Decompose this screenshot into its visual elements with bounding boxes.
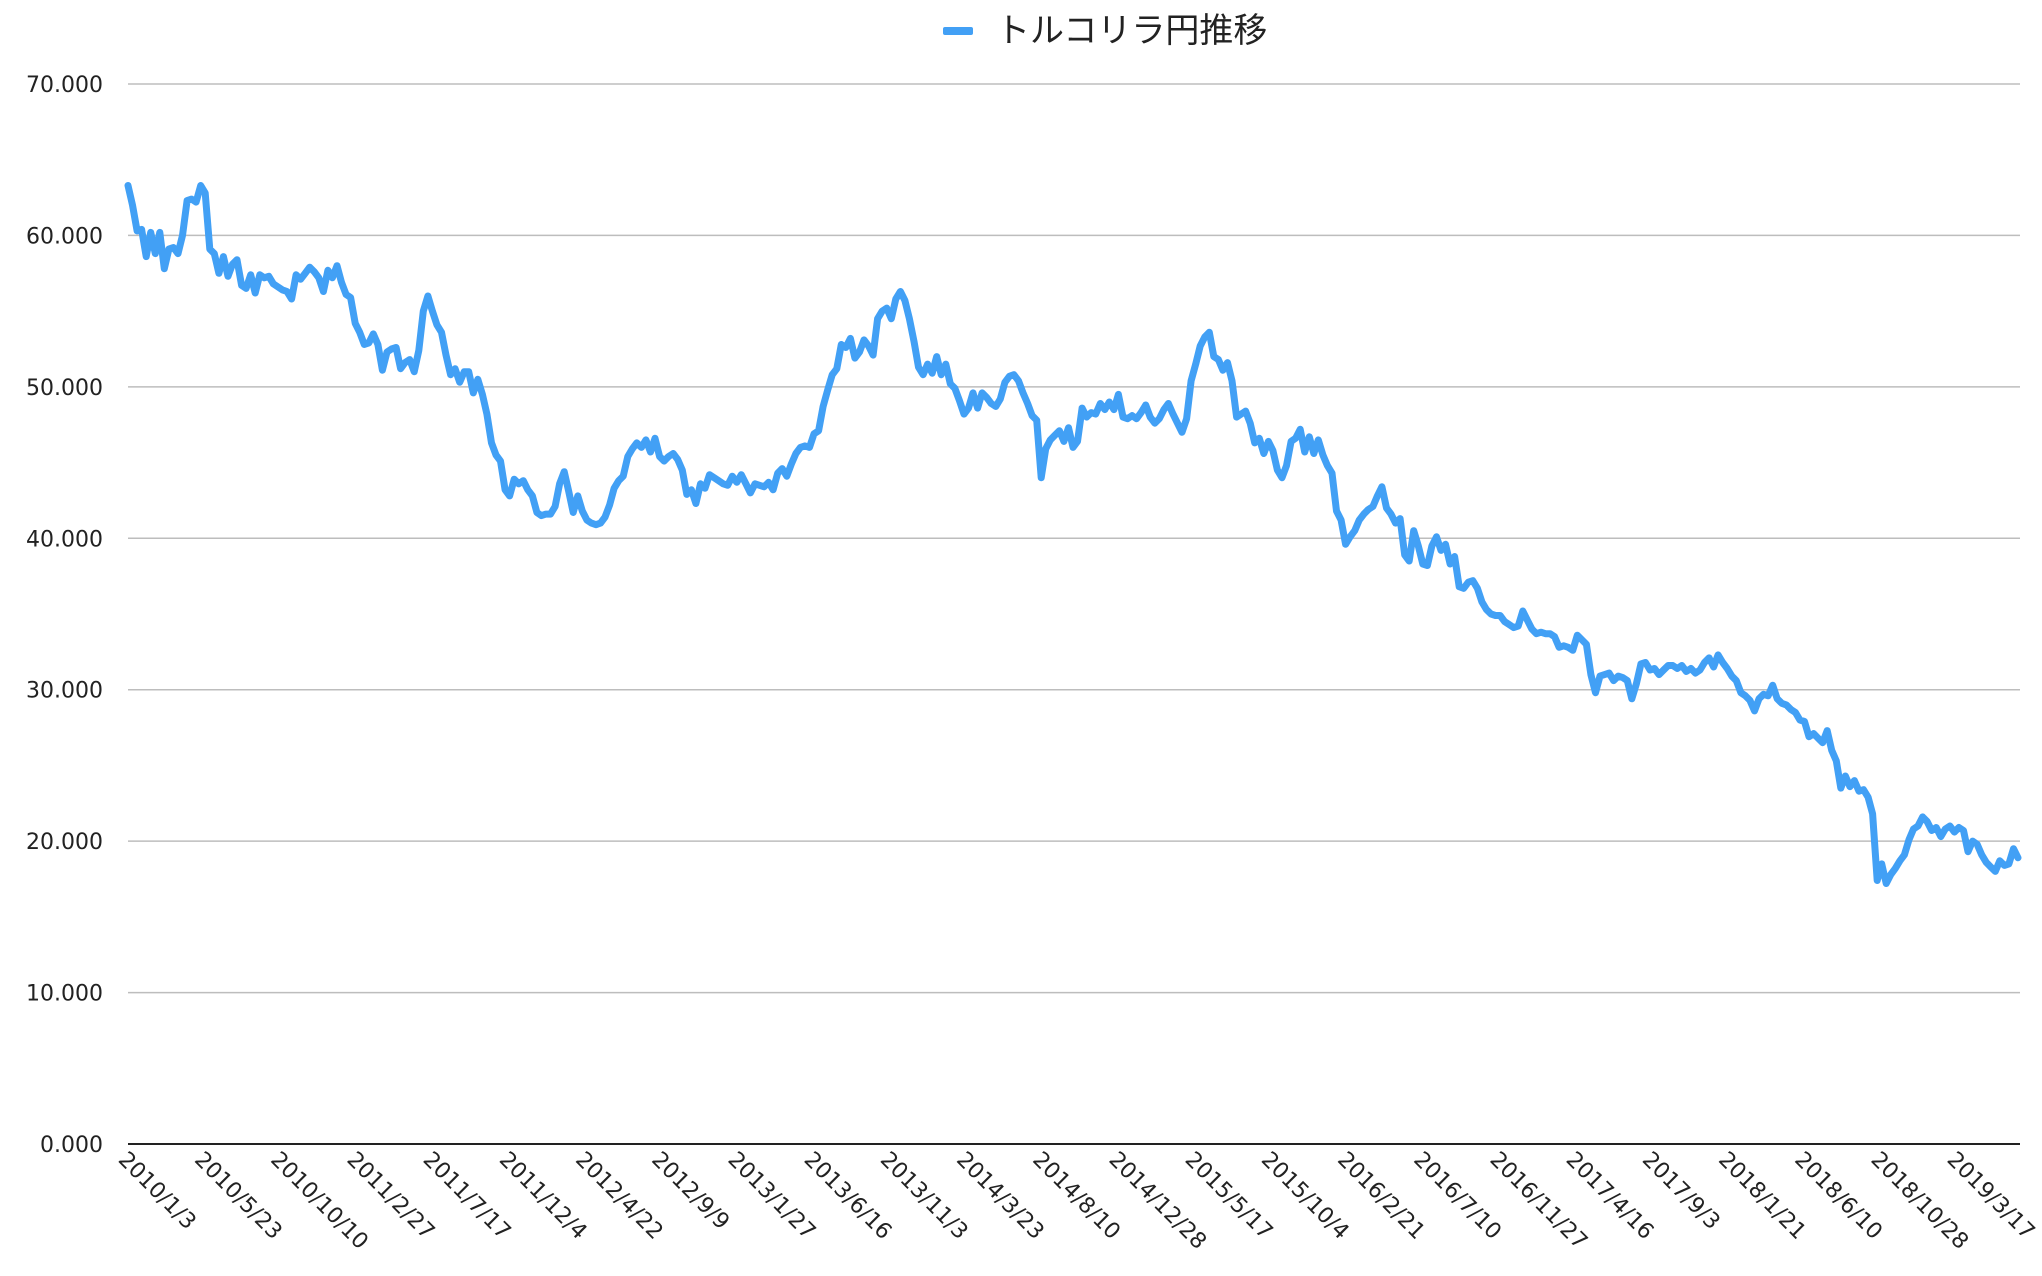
y-tick-label: 0.000 [40, 1133, 103, 1158]
y-tick-label: 70.000 [26, 73, 103, 98]
y-axis-ticks: 0.000 10.000 20.000 30.000 40.000 50.000 60.00… [26, 73, 103, 1158]
y-tick-label: 50.000 [26, 376, 103, 401]
legend: トルコリラ円推移 [943, 11, 1267, 51]
series-group [124, 182, 2022, 887]
x-tick-label: 2010/1/3 [113, 1147, 201, 1235]
x-axis-ticks: 2010/1/32010/5/232010/10/102011/2/272011… [113, 1147, 2039, 1254]
y-tick-label: 60.000 [26, 224, 103, 249]
series-line [124, 182, 2022, 887]
y-tick-label: 30.000 [26, 679, 103, 704]
y-tick-label: 40.000 [26, 527, 103, 552]
y-tick-label: 10.000 [26, 982, 103, 1007]
legend-swatch [943, 27, 973, 35]
gridlines [128, 83, 2020, 1145]
y-tick-label: 20.000 [26, 830, 103, 855]
legend-label: トルコリラ円推移 [996, 11, 1267, 51]
